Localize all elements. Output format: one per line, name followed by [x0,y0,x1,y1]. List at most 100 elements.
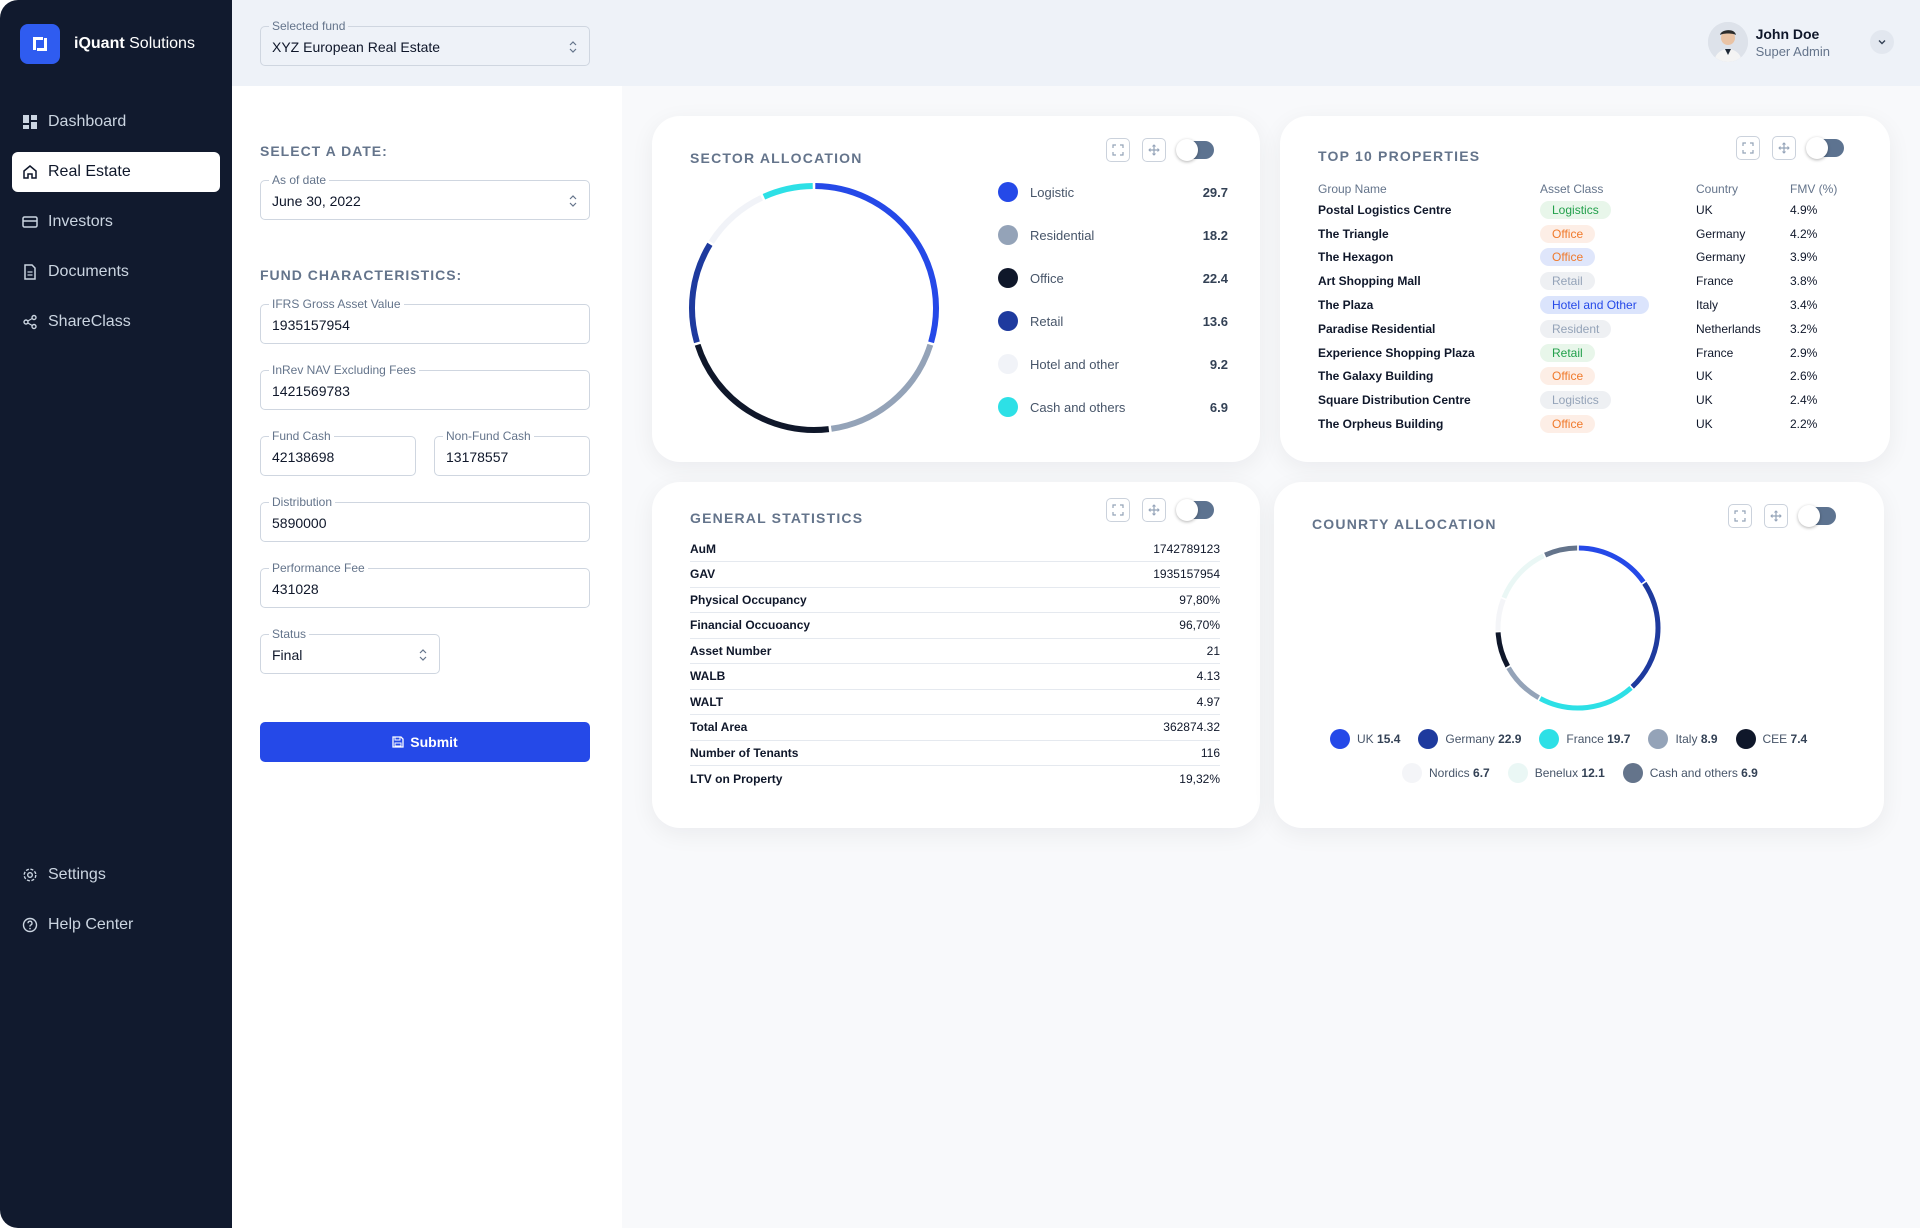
country-allocation-card: COUNRTY ALLOCATION UK 15.4 Germany 22.9 Fr… [1274,482,1884,828]
move-icon [1778,142,1790,154]
widget-toggle[interactable] [1176,499,1214,521]
donut-segment-france[interactable] [1539,686,1633,711]
stat-value: 4.97 [1030,689,1220,715]
sidebar-item-settings[interactable]: Settings [12,855,220,895]
donut-segment-logistic[interactable] [815,183,939,344]
donut-segment-residential[interactable] [830,343,934,432]
asset-class-cell: Hotel and Other [1540,293,1696,317]
sidebar-item-shareclass[interactable]: ShareClass [12,302,220,342]
table-row[interactable]: The Triangle Office Germany 4.2% [1318,222,1858,246]
move-button[interactable] [1142,498,1166,522]
sector-allocation-card: SECTOR ALLOCATION Logistic 29.7 Residentia… [652,116,1260,462]
as-of-date-select[interactable]: As of date June 30, 2022 [260,173,590,220]
sidebar-item-real-estate[interactable]: Real Estate [12,152,220,192]
expand-button[interactable] [1106,498,1130,522]
donut-segment-cash-and-others[interactable] [762,183,813,200]
table-row[interactable]: The Plaza Hotel and Other Italy 3.4% [1318,293,1858,317]
donut-segment-hotel-and-other[interactable] [708,195,763,244]
legend-item[interactable]: France 19.7 [1539,729,1630,749]
inrev-nav-field[interactable]: InRev NAV Excluding Fees 1421569783 [260,363,590,410]
expand-button[interactable] [1106,138,1130,162]
card-tools [1728,504,1836,528]
legend-item[interactable]: Retail 13.6 [998,311,1228,331]
move-button[interactable] [1772,136,1796,160]
fmv-cell: 4.9% [1790,202,1818,217]
widget-toggle[interactable] [1176,139,1214,161]
table-row[interactable]: The Galaxy Building Office UK 2.6% [1318,365,1858,389]
country-legend-row-2: Nordics 6.7 Benelux 12.1 Cash and others 6… [1402,763,1758,783]
stat-label: Number of Tenants [690,740,1031,766]
expand-icon [1734,510,1746,522]
column-header: Group Name [1318,182,1387,196]
country-legend-row-1: UK 15.4 Germany 22.9 France 19.7 Italy 8.9 C… [1330,729,1807,749]
chevron-down-icon [1878,40,1886,45]
sidebar-item-help-center[interactable]: Help Center [12,905,220,945]
expand-button[interactable] [1736,136,1760,160]
legend-item[interactable]: Hotel and other 9.2 [998,354,1228,374]
sidebar-item-dashboard[interactable]: Dashboard [12,102,220,142]
legend-item[interactable]: Nordics 6.7 [1402,763,1490,783]
stat-label: AuM [690,536,1031,562]
expand-button[interactable] [1728,504,1752,528]
table-row[interactable]: Square Distribution Centre Logistics UK 2.4… [1318,388,1858,412]
table-row: Number of Tenants 116 [690,740,1220,766]
legend-item[interactable]: Benelux 12.1 [1507,763,1605,783]
widget-toggle[interactable] [1806,137,1844,159]
user-menu[interactable]: John Doe Super Admin [1707,22,1894,62]
fund-cash-field[interactable]: Fund Cash 42138698 [260,429,416,476]
avatar [1707,22,1748,62]
widget-toggle[interactable] [1798,505,1836,527]
country-cell: Netherlands [1696,321,1761,336]
donut-segment-retail[interactable] [689,242,713,344]
table-row[interactable]: Postal Logistics Centre Logistics UK 4.9% [1318,198,1858,222]
donut-segment-cash-and-others[interactable] [1544,545,1578,558]
user-menu-toggle[interactable] [1870,30,1894,54]
legend-item[interactable]: Logistic 29.7 [998,182,1228,202]
legend-item[interactable]: Italy 8.9 [1648,729,1718,749]
donut-segment-germany[interactable] [1630,581,1661,689]
submit-button[interactable]: Submit [260,722,590,762]
ifrs-gross-asset-value-field[interactable]: IFRS Gross Asset Value 1935157954 [260,297,590,344]
table-row[interactable]: The Orpheus Building Office UK 2.2% [1318,412,1858,436]
legend-item[interactable]: Germany 22.9 [1418,729,1521,749]
sidebar: iQuant Solutions Dashboard Real Estate I… [0,0,232,1228]
legend-item[interactable]: CEE 7.4 [1735,729,1807,749]
table-row[interactable]: Paradise Residential Resident Netherlands 3… [1318,317,1858,341]
property-name: Square Distribution Centre [1318,393,1471,408]
stat-value: 362874.32 [1030,714,1220,741]
sidebar-item-documents[interactable]: Documents [12,252,220,292]
legend-item[interactable]: Residential 18.2 [998,225,1228,245]
donut-segment-uk[interactable] [1578,545,1646,584]
performance-fee-field[interactable]: Performance Fee 431028 [260,561,590,608]
distribution-field[interactable]: Distribution 5890000 [260,495,590,542]
fund-select[interactable]: Selected fund XYZ European Real Estate [260,19,590,66]
card-title: COUNRTY ALLOCATION [1312,516,1497,532]
legend-item[interactable]: Cash and others 6.9 [998,397,1228,417]
legend-item[interactable]: Office 22.4 [998,268,1228,288]
table-row[interactable]: Experience Shopping Plaza Retail France 2.9… [1318,341,1858,365]
donut-segment-cee[interactable] [1495,632,1510,668]
asset-class-badge: Logistics [1540,391,1611,410]
donut-segment-benelux[interactable] [1501,553,1545,599]
status-select[interactable]: Status Final [260,627,440,674]
sector-legend: Logistic 29.7 Residential 18.2 Office 22.4 Ret… [998,182,1228,452]
dashboard-main: SECTOR ALLOCATION Logistic 29.7 Residentia… [622,86,1920,1228]
top-properties-table: Group Name Asset Class Country FMV (%) P… [1318,180,1858,436]
legend-value: 19.7 [1607,732,1631,746]
move-button[interactable] [1142,138,1166,162]
card-tools [1736,136,1844,160]
donut-segment-italy[interactable] [1506,666,1541,700]
fund-cash-value: 42138698 [272,449,335,465]
table-row[interactable]: The Hexagon Office Germany 3.9% [1318,246,1858,270]
table-row[interactable]: Art Shopping Mall Retail France 3.8% [1318,269,1858,293]
legend-item[interactable]: Cash and others 6.9 [1622,763,1758,783]
sidebar-item-investors[interactable]: Investors [12,202,220,242]
donut-segment-nordics[interactable] [1495,598,1506,631]
move-button[interactable] [1764,504,1788,528]
donut-segment-office[interactable] [694,343,830,433]
brand-logo[interactable]: iQuant Solutions [20,24,195,64]
non-fund-cash-value: 13178557 [446,449,509,465]
non-fund-cash-field[interactable]: Non-Fund Cash 13178557 [434,429,590,476]
legend-item[interactable]: UK 15.4 [1330,729,1400,749]
fund-form-panel: SELECT A DATE: As of date June 30, 2022 … [232,86,622,1228]
